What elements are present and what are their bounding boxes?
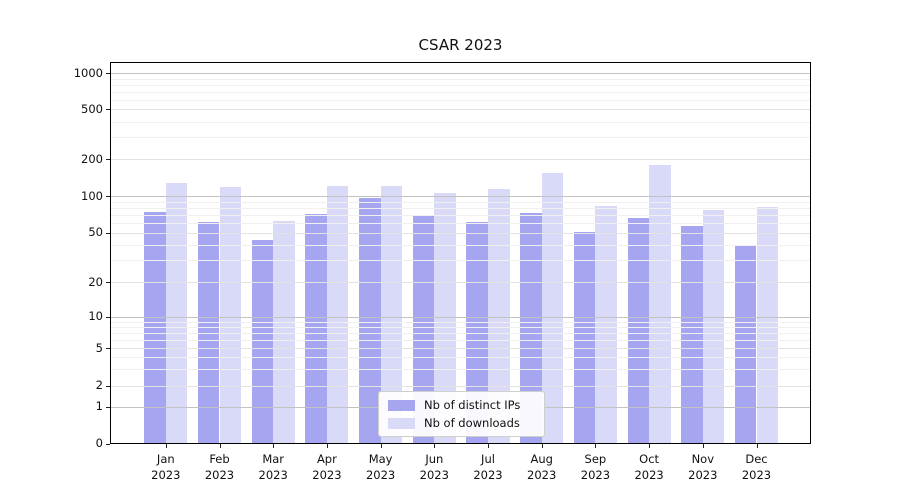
x-tick [219,443,221,448]
legend-label-distinct-ips: Nb of distinct IPs [424,398,521,412]
y-tick-label: 200 [81,151,103,166]
x-tick-label: Jan 2023 [151,451,181,483]
chart-title: CSAR 2023 [418,36,503,54]
y-tick-label: 50 [88,225,103,240]
x-tick-label: Jul 2023 [473,451,503,483]
y-tick [105,348,110,350]
y-tick [105,443,110,445]
x-tick-label: Apr 2023 [312,451,342,483]
y-tick-label: 500 [81,101,103,116]
y-tick [105,232,110,234]
y-tick-label: 20 [88,274,103,289]
y-tick-label: 10 [88,309,103,324]
legend-swatch-distinct-ips [388,399,415,411]
y-tick [105,385,110,387]
y-tick [105,73,110,75]
y-tick [105,406,110,408]
legend-item-downloads: Nb of downloads [388,416,535,430]
y-tick-label: 100 [81,188,103,203]
legend: Nb of distinct IPs Nb of downloads [378,391,545,437]
x-tick-label: Nov 2023 [688,451,718,483]
y-tick-label: 2 [95,378,103,393]
x-tick-label: Oct 2023 [634,451,664,483]
y-tick-label: 1 [95,399,103,414]
y-tick-label: 5 [95,340,103,355]
y-tick-label: 0 [95,436,103,450]
plot-area-frame [110,62,811,444]
x-tick [273,443,275,448]
y-tick [105,316,110,318]
x-tick [326,443,328,448]
y-tick [105,282,110,284]
x-tick [756,443,758,448]
y-tick [105,196,110,197]
x-tick [649,443,651,448]
y-tick [105,159,110,161]
x-tick [702,443,704,448]
x-tick-label: Aug 2023 [527,451,557,483]
x-tick [595,443,597,448]
x-tick [434,443,436,448]
x-tick [488,443,489,448]
legend-item-distinct-ips: Nb of distinct IPs [388,398,535,412]
x-tick [380,443,382,448]
x-tick-label: Mar 2023 [258,451,288,483]
x-tick-label: May 2023 [365,451,396,483]
x-tick-label: Jun 2023 [419,451,449,483]
x-tick-label: Sep 2023 [580,451,611,483]
y-tick [105,109,110,111]
legend-swatch-downloads [388,417,415,429]
y-tick-label: 1000 [73,65,103,80]
legend-label-downloads: Nb of downloads [424,416,520,430]
x-tick [165,443,167,448]
x-tick [541,443,543,448]
x-tick-label: Dec 2023 [741,451,772,483]
x-tick-label: Feb 2023 [204,451,235,483]
